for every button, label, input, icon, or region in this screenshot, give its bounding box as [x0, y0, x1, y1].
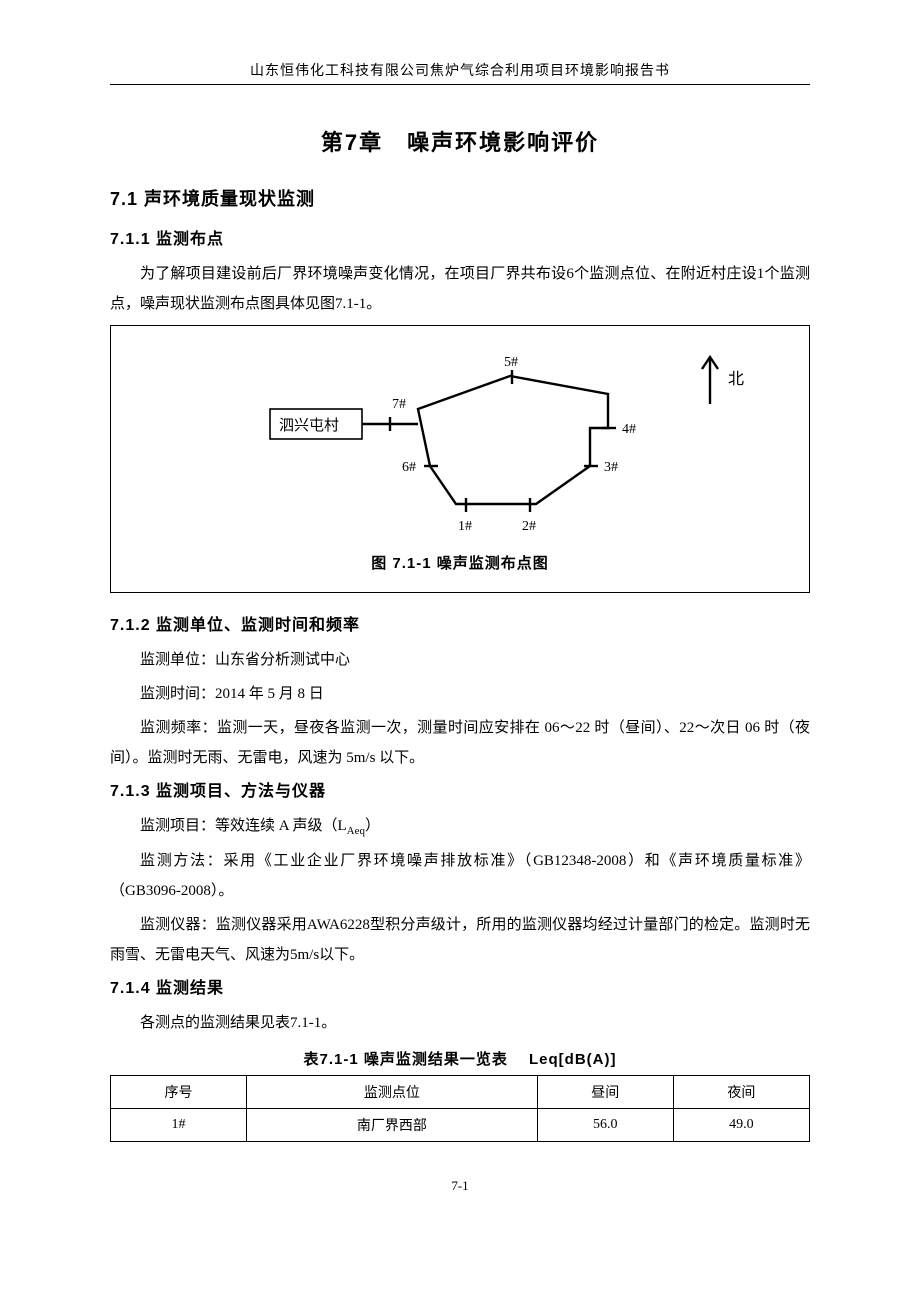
page-number: 7-1	[110, 1178, 810, 1194]
header-rule	[110, 84, 810, 85]
th-night: 夜间	[673, 1076, 809, 1109]
point-7: 7#	[392, 397, 406, 412]
diagram-caption: 图 7.1-1 噪声监测布点图	[131, 552, 789, 573]
sub-7-1-4-title: 7.1.4 监测结果	[110, 974, 810, 998]
th-point: 监测点位	[247, 1076, 538, 1109]
diagram-box: 北 泗兴屯村 7# 5# 4# 3# 2# 1# 6# 图 7.1-1 噪声监测…	[110, 325, 810, 593]
cell-night: 49.0	[673, 1109, 809, 1142]
th-seq: 序号	[111, 1076, 247, 1109]
table-caption: 表7.1-1 噪声监测结果一览表 Leq[dB(A)]	[110, 1048, 810, 1069]
line1-sub: Aeq	[347, 825, 365, 837]
line1-post: ）	[365, 818, 380, 834]
point-4: 4#	[622, 422, 636, 437]
th-day: 昼间	[537, 1076, 673, 1109]
table-header-row: 序号 监测点位 昼间 夜间	[111, 1076, 810, 1109]
point-5: 5#	[504, 355, 518, 370]
section-7-1-title: 7.1 声环境质量现状监测	[110, 185, 810, 211]
sub-7-1-1-para: 为了解项目建设前后厂界环境噪声变化情况，在项目厂界共布设6个监测点位、在附近村庄…	[110, 259, 810, 319]
point-6: 6#	[402, 460, 416, 475]
sub-7-1-3-line2: 监测方法：采用《工业企业厂界环境噪声排放标准》（GB12348-2008）和《声…	[110, 846, 810, 906]
sub-7-1-3-line3: 监测仪器：监测仪器采用AWA6228型积分声级计，所用的监测仪器均经过计量部门的…	[110, 910, 810, 970]
sub-7-1-2-line1: 监测单位：山东省分析测试中心	[110, 645, 810, 675]
sub-7-1-3-title: 7.1.3 监测项目、方法与仪器	[110, 777, 810, 801]
point-1: 1#	[458, 519, 472, 534]
line1-pre: 监测项目：等效连续 A 声级（L	[140, 818, 347, 834]
doc-header: 山东恒伟化工科技有限公司焦炉气综合利用项目环境影响报告书	[110, 60, 810, 80]
monitoring-points-diagram: 北 泗兴屯村 7# 5# 4# 3# 2# 1# 6#	[170, 344, 750, 544]
sub-7-1-2-line2: 监测时间：2014 年 5 月 8 日	[110, 679, 810, 709]
point-2: 2#	[522, 519, 536, 534]
point-3: 3#	[604, 460, 618, 475]
north-label: 北	[728, 370, 744, 388]
table-row: 1# 南厂界西部 56.0 49.0	[111, 1109, 810, 1142]
cell-day: 56.0	[537, 1109, 673, 1142]
cell-seq: 1#	[111, 1109, 247, 1142]
village-label: 泗兴屯村	[279, 417, 339, 434]
chapter-title: 第7章 噪声环境影响评价	[110, 125, 810, 157]
sub-7-1-4-line1: 各测点的监测结果见表7.1-1。	[110, 1008, 810, 1038]
noise-results-table: 序号 监测点位 昼间 夜间 1# 南厂界西部 56.0 49.0	[110, 1075, 810, 1142]
sub-7-1-1-title: 7.1.1 监测布点	[110, 225, 810, 249]
sub-7-1-2-title: 7.1.2 监测单位、监测时间和频率	[110, 611, 810, 635]
sub-7-1-2-line3: 监测频率：监测一天，昼夜各监测一次，测量时间应安排在 06～22 时（昼间）、2…	[110, 713, 810, 773]
sub-7-1-3-line1: 监测项目：等效连续 A 声级（LAeq）	[110, 811, 810, 842]
cell-point: 南厂界西部	[247, 1109, 538, 1142]
